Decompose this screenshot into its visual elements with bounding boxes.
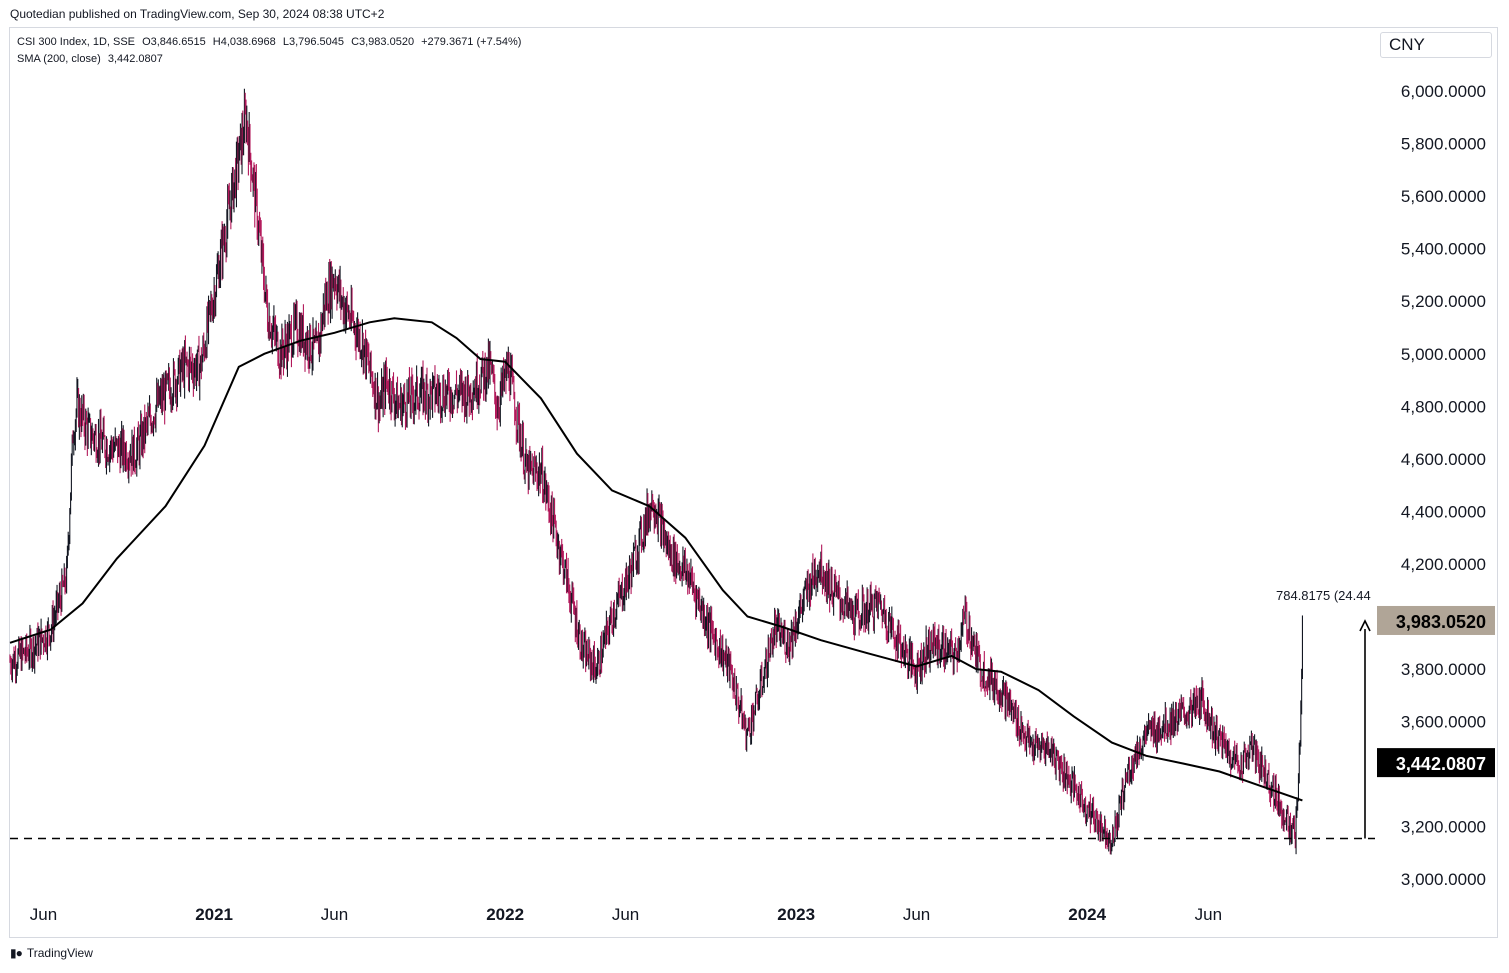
- measure-label: 784.8175 (24.44: [1276, 588, 1371, 603]
- y-tick-label: 4,800.0000: [1401, 397, 1486, 416]
- y-tick-label: 3,600.0000: [1401, 713, 1486, 732]
- x-tick-label: Jun: [321, 905, 348, 924]
- chart-legend: CSI 300 Index, 1D, SSE O3,846.6515 H4,03…: [17, 34, 525, 68]
- x-tick-label: Jun: [30, 905, 57, 924]
- plot-area: [9, 88, 1303, 855]
- y-tick-label: 4,600.0000: [1401, 450, 1486, 469]
- sma-price-label: 3,442.0807: [1396, 754, 1486, 774]
- x-tick-label: Jun: [1195, 905, 1222, 924]
- y-tick-label: 3,000.0000: [1401, 870, 1486, 889]
- change-value: +279.3671 (+7.54%): [421, 36, 522, 48]
- high-value: H4,038.6968: [212, 36, 276, 48]
- measure-arrow-head: [1359, 619, 1371, 632]
- y-tick-label: 5,600.0000: [1401, 187, 1486, 206]
- close-price-badge: [1377, 605, 1495, 635]
- symbol-label: CSI 300 Index, 1D, SSE: [17, 36, 136, 48]
- y-tick-label: 5,800.0000: [1401, 135, 1486, 154]
- y-tick-label: 5,000.0000: [1401, 345, 1486, 364]
- tradingview-brand[interactable]: ▮● TradingView: [10, 946, 93, 960]
- publisher-text: Quotedian published on TradingView.com, …: [10, 7, 385, 21]
- chart-frame: [9, 27, 1498, 938]
- price-axis: 6,000.0000 5,800.0000 5,600.0000 5,400.0000…: [1401, 82, 1486, 889]
- y-tick-label: 6,000.0000: [1401, 82, 1486, 101]
- brand-text: TradingView: [26, 946, 93, 960]
- tradingview-logo-icon: ▮●: [10, 946, 23, 960]
- x-tick-label: 2023: [777, 905, 815, 924]
- sma-price-badge: [1377, 748, 1495, 778]
- annotations: 784.8175 (24.44 3,983.0520 3,442.0807: [10, 588, 1495, 840]
- y-tick-label: 5,400.0000: [1401, 240, 1486, 259]
- x-tick-label: 2022: [486, 905, 524, 924]
- open-value: O3,846.6515: [142, 36, 206, 48]
- close-price-label: 3,983.0520: [1396, 612, 1486, 632]
- x-tick-label: 2021: [195, 905, 233, 924]
- close-value: C3,983.0520: [351, 36, 415, 48]
- y-tick-label: 5,200.0000: [1401, 292, 1486, 311]
- sma-value: 3,442.0807: [107, 53, 163, 65]
- low-value: L3,796.5045: [282, 36, 344, 48]
- x-tick-label: 2024: [1068, 905, 1106, 924]
- ohlc-row: CSI 300 Index, 1D, SSE O3,846.6515 H4,03…: [17, 34, 525, 51]
- y-tick-label: 4,400.0000: [1401, 502, 1486, 521]
- x-tick-label: Jun: [612, 905, 639, 924]
- y-tick-label: 3,200.0000: [1401, 818, 1486, 837]
- time-axis: Jun 2021 Jun 2022 Jun 2023 Jun 2024 Jun: [30, 905, 1222, 924]
- x-tick-label: Jun: [903, 905, 930, 924]
- sma-label: SMA (200, close): [17, 53, 101, 65]
- y-tick-label: 3,800.0000: [1401, 660, 1486, 679]
- sma-row: SMA (200, close) 3,442.0807: [17, 51, 525, 68]
- y-tick-label: 4,200.0000: [1401, 555, 1486, 574]
- currency-selector[interactable]: CNY: [1380, 32, 1492, 58]
- sma-line: [9, 317, 1303, 802]
